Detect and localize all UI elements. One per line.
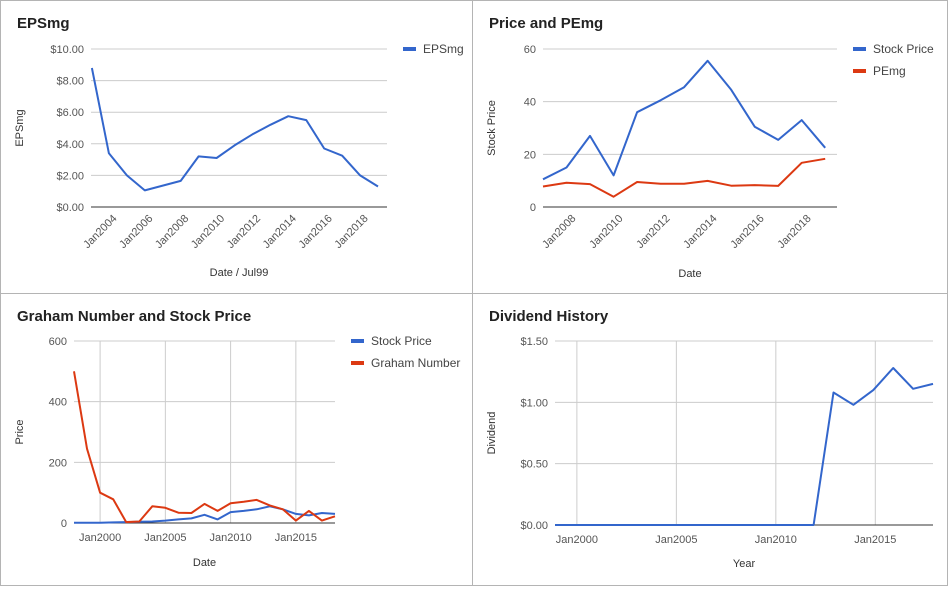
y-tick-label: 400 <box>49 397 67 409</box>
x-tick-label: Jan2008 <box>540 213 578 251</box>
x-tick-label: Jan2014 <box>681 213 719 251</box>
x-tick-label: Jan2010 <box>587 213 625 251</box>
x-tick-label: Jan2018 <box>332 213 370 251</box>
legend-swatch <box>853 69 866 73</box>
x-tick-label: Jan2018 <box>775 213 813 251</box>
y-axis-label: Dividend <box>486 412 498 455</box>
x-tick-label: Jan2000 <box>79 532 121 544</box>
y-tick-label: $8.00 <box>56 76 84 88</box>
x-tick-label: Jan2005 <box>655 534 697 546</box>
x-tick-label: Jan2010 <box>755 534 797 546</box>
dividend-chart-title: Dividend History <box>489 308 609 325</box>
eps-chart-title: EPSmg <box>17 15 70 32</box>
x-axis-label: Date / Jul99 <box>210 267 269 279</box>
legend-swatch <box>351 339 364 343</box>
dividend-chart: $0.00 $0.50 $1.00 $1.50 Jan2000 Jan2005 Jan201… <box>486 336 934 570</box>
x-tick-label: Jan2010 <box>189 213 227 251</box>
y-tick-label: $0.00 <box>56 202 84 214</box>
x-axis-label: Year <box>733 558 756 570</box>
y-axis-label: Stock Price <box>486 100 498 156</box>
x-tick-label: Jan2004 <box>81 213 119 251</box>
y-tick-label: 0 <box>530 202 536 214</box>
price-pe-chart-panel: Price and PEmg 0 20 40 60 Jan2008 Jan2010 Jan2… <box>472 0 948 295</box>
graham-chart: 0 200 400 600 Jan2000 Jan2005 Jan2010 Jan2015 Pr… <box>14 334 460 569</box>
y-axis-label: Price <box>14 419 26 444</box>
y-tick-label: $2.00 <box>56 170 84 182</box>
x-tick-label: Jan2016 <box>296 213 334 251</box>
legend-swatch <box>853 47 866 51</box>
dividend-chart-panel: Dividend History $0.00 $0.50 $1.00 $1.50 Jan… <box>472 293 948 586</box>
legend-label: PEmg <box>873 64 906 78</box>
y-tick-label: $1.00 <box>520 397 548 409</box>
y-tick-label: $0.00 <box>520 520 548 532</box>
y-tick-label: $0.50 <box>520 459 548 471</box>
x-axis-label: Date <box>678 268 701 280</box>
legend-label: EPSmg <box>423 42 464 56</box>
y-tick-label: 0 <box>61 518 67 530</box>
x-tick-label: Jan2014 <box>261 213 299 251</box>
y-tick-label: 20 <box>524 149 536 161</box>
eps-chart-panel: EPSmg $0.00 $2.00 $4.00 $6.00 $8.00 $10.00 Jan… <box>0 0 474 295</box>
x-tick-label: Jan2006 <box>117 213 155 251</box>
eps-chart: $0.00$2.00$4.00$6.00$8.00$10.00Jan2004Ja… <box>14 42 464 279</box>
x-tick-label: Jan2015 <box>854 534 896 546</box>
series-line-epsmg <box>90 67 379 192</box>
price-pe-chart-title: Price and PEmg <box>489 15 604 32</box>
series-line-graham-number <box>73 371 336 524</box>
y-tick-label: $1.50 <box>520 336 548 348</box>
y-tick-label: 600 <box>49 336 67 348</box>
series-line-pemg <box>542 157 826 198</box>
graham-chart-title: Graham Number and Stock Price <box>17 308 252 325</box>
y-tick-label: $10.00 <box>50 44 84 56</box>
x-tick-label: Jan2005 <box>144 532 186 544</box>
x-tick-label: Jan2000 <box>556 534 598 546</box>
legend-swatch <box>351 361 364 365</box>
legend-label: Graham Number <box>371 356 460 370</box>
y-tick-label: 60 <box>524 44 536 56</box>
x-tick-label: Jan2016 <box>728 213 766 251</box>
x-tick-label: Jan2008 <box>153 213 191 251</box>
y-tick-label: 40 <box>524 97 536 109</box>
y-tick-label: $6.00 <box>56 107 84 119</box>
graham-chart-panel: Graham Number and Stock Price 0 200 400 600… <box>0 293 474 586</box>
x-tick-label: Jan2015 <box>275 532 317 544</box>
legend-swatch <box>403 47 416 51</box>
y-axis-label: EPSmg <box>14 109 26 146</box>
legend-label: Stock Price <box>873 42 934 56</box>
y-tick-label: 200 <box>49 457 67 469</box>
y-tick-label: $4.00 <box>56 139 84 151</box>
x-tick-label: Jan2012 <box>634 213 672 251</box>
x-tick-label: Jan2012 <box>225 213 263 251</box>
x-axis-label: Date <box>193 557 216 569</box>
x-tick-label: Jan2010 <box>209 532 251 544</box>
legend-label: Stock Price <box>371 334 432 348</box>
series-line-stock-price <box>542 59 826 181</box>
series-line-dividend <box>555 367 934 526</box>
